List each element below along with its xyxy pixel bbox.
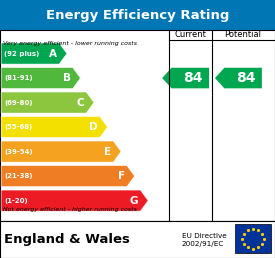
Text: A: A <box>49 49 57 59</box>
Polygon shape <box>1 141 121 162</box>
Polygon shape <box>162 68 209 88</box>
Text: (81-91): (81-91) <box>4 75 33 81</box>
Text: Not energy efficient - higher running costs: Not energy efficient - higher running co… <box>3 207 137 212</box>
Text: D: D <box>89 122 98 132</box>
Text: (1-20): (1-20) <box>4 198 28 204</box>
Text: (92 plus): (92 plus) <box>4 51 40 57</box>
Text: F: F <box>117 171 125 181</box>
Polygon shape <box>1 166 134 187</box>
Text: G: G <box>130 196 138 206</box>
Text: (21-38): (21-38) <box>4 173 33 179</box>
Polygon shape <box>1 117 108 138</box>
Text: (39-54): (39-54) <box>4 149 33 155</box>
Polygon shape <box>1 92 94 113</box>
Polygon shape <box>215 68 262 88</box>
Text: 84: 84 <box>183 71 203 85</box>
Text: C: C <box>76 98 84 108</box>
Text: B: B <box>62 73 70 83</box>
Text: England & Wales: England & Wales <box>4 233 130 246</box>
Text: Current: Current <box>174 30 206 39</box>
Bar <box>0 30 275 221</box>
Text: Energy Efficiency Rating: Energy Efficiency Rating <box>46 9 229 22</box>
Polygon shape <box>1 43 67 64</box>
Bar <box>235 224 271 253</box>
Polygon shape <box>1 190 148 211</box>
Bar <box>0 0 275 30</box>
Bar <box>0 221 275 258</box>
Text: EU Directive
2002/91/EC: EU Directive 2002/91/EC <box>182 233 226 247</box>
Polygon shape <box>1 68 80 88</box>
Text: E: E <box>104 147 111 157</box>
Text: 84: 84 <box>236 71 255 85</box>
Text: (69-80): (69-80) <box>4 100 33 106</box>
Text: (55-68): (55-68) <box>4 124 33 130</box>
Text: Potential: Potential <box>225 30 262 39</box>
Text: Very energy efficient - lower running costs: Very energy efficient - lower running co… <box>3 41 137 46</box>
